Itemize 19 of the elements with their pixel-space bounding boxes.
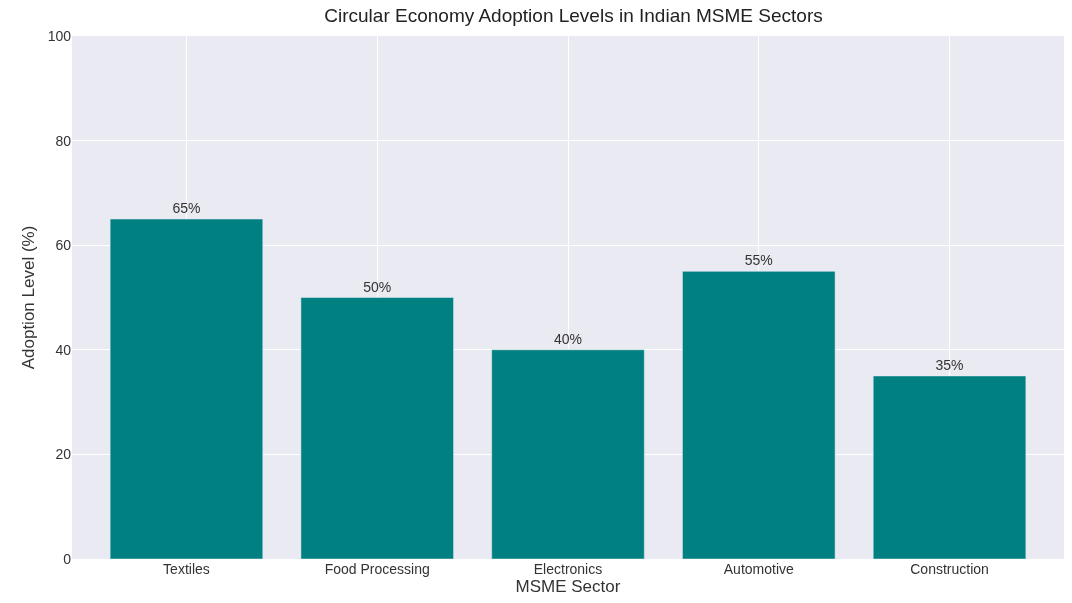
y-tick-label: 20 [55, 446, 72, 463]
data-label: 55% [744, 252, 773, 269]
x-tick-label: Electronics [533, 561, 603, 577]
y-axis-title: Adoption Level (%) [19, 225, 39, 370]
data-label: 50% [363, 278, 392, 295]
data-label: 40% [553, 330, 583, 347]
x-tick-label: Construction [910, 561, 989, 577]
data-label: 35% [935, 356, 964, 373]
y-tick-label: 60 [55, 237, 72, 254]
chart-title: Circular Economy Adoption Levels in Indian MSME Sectors [324, 5, 823, 27]
x-tick-label: Automotive [723, 561, 794, 577]
x-tick-label: Food Processing [324, 561, 430, 577]
data-label: 65% [172, 200, 201, 217]
y-tick-label: 80 [55, 132, 72, 149]
y-tick-label: 100 [47, 27, 72, 44]
y-tick-label: 0 [63, 550, 72, 567]
x-axis-title: MSME Sector [515, 577, 621, 597]
x-tick-label: Textiles [163, 561, 210, 577]
y-tick-label: 40 [55, 341, 72, 358]
